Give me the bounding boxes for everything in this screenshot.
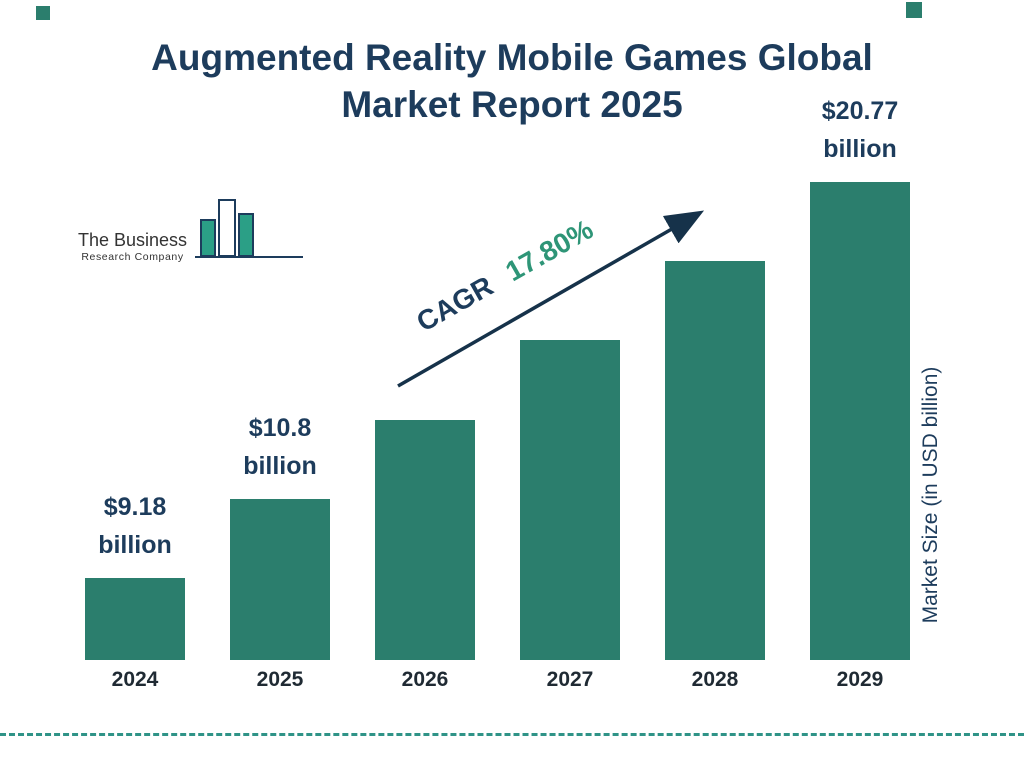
bar-2026 xyxy=(375,420,475,660)
page-title-line1: Augmented Reality Mobile Games Global xyxy=(151,37,873,78)
company-name: The Business xyxy=(78,230,188,250)
value-amount: $9.18 xyxy=(103,493,167,521)
value-unit: billion xyxy=(823,135,897,163)
company-logo: The Business Research Company xyxy=(78,196,305,265)
value-unit: billion xyxy=(243,452,317,480)
x-axis-label-2028: 2028 xyxy=(691,668,739,691)
value-amount: $10.8 xyxy=(248,414,312,442)
page-title: Augmented Reality Mobile Games Global Ma… xyxy=(0,34,1024,128)
bar-value-label-2024: $9.18 billion xyxy=(98,488,172,564)
bar-slot-2026 xyxy=(375,420,475,660)
x-axis-label-2026: 2026 xyxy=(401,668,449,691)
y-axis-title: Market Size (in USD billion) xyxy=(919,366,942,624)
bar-slot-2028 xyxy=(665,261,765,660)
x-axis-label-2025: 2025 xyxy=(256,668,304,691)
x-axis-label-2029: 2029 xyxy=(836,668,884,691)
company-subname: Research Company xyxy=(81,251,184,263)
bottom-dashed-divider xyxy=(0,733,1024,736)
bar-chart-logo-icon xyxy=(195,196,305,265)
bar-slot-2024: $9.18 billion xyxy=(85,488,185,660)
bar-value-label-2025: $10.8 billion xyxy=(243,409,317,485)
corner-accent-right xyxy=(906,2,922,18)
value-amount: $20.77 xyxy=(821,97,899,125)
bar-value-label-2029: $20.77 billion xyxy=(822,92,898,168)
bar-slot-2029: $20.77 billion xyxy=(810,92,910,660)
bars-row: $9.18 billion $10.8 billion $20.77 billion xyxy=(85,80,910,660)
year-labels-row: 2024 2025 2026 2027 2028 2029 xyxy=(85,668,910,692)
bar-2027 xyxy=(520,340,620,660)
bar-2029 xyxy=(810,182,910,660)
page-title-line2: Market Report 2025 xyxy=(341,84,683,125)
x-axis-label-2024: 2024 xyxy=(111,668,159,691)
corner-accent-left xyxy=(36,6,50,20)
value-unit: billion xyxy=(98,531,172,559)
bar-2025 xyxy=(230,499,330,660)
bar-slot-2025: $10.8 billion xyxy=(230,409,330,660)
company-logo-text: The Business Research Company xyxy=(78,230,187,265)
bar-slot-2027 xyxy=(520,340,620,660)
bar-2024 xyxy=(85,578,185,660)
x-axis-label-2027: 2027 xyxy=(546,668,594,691)
bar-2028 xyxy=(665,261,765,660)
